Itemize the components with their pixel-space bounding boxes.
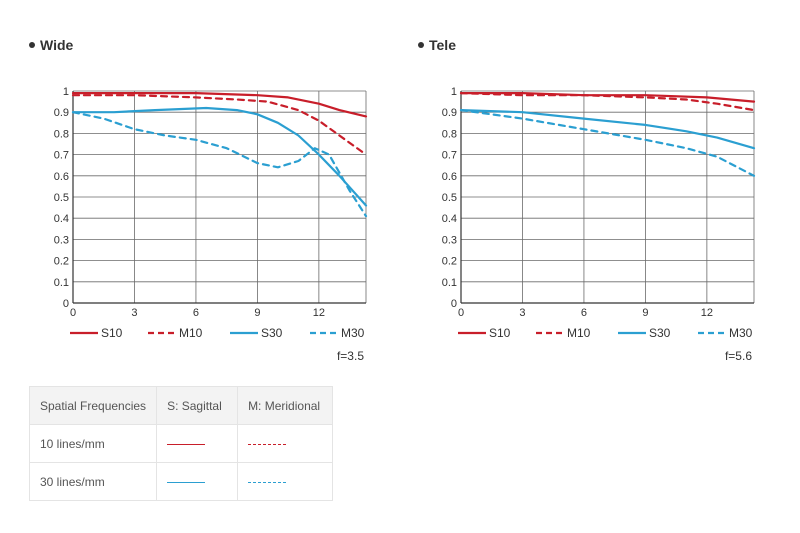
y-tick-label: 0.9 (54, 107, 69, 119)
row-label-30: 30 lines/mm (28, 462, 158, 501)
x-tick-label: 9 (254, 307, 260, 319)
y-tick-label: 0.9 (442, 107, 457, 119)
sagittal-10-swatch (156, 424, 239, 463)
sagittal-30-swatch (156, 462, 239, 501)
series-line-s10 (71, 91, 368, 118)
y-tick-label: 0.7 (442, 150, 457, 162)
series-line-m10 (459, 91, 756, 112)
x-tick-label: 6 (193, 307, 199, 319)
series-line-m30 (71, 111, 368, 218)
y-tick-label: 0.4 (54, 213, 69, 225)
dashed-line-swatch (248, 481, 287, 483)
y-tick-label: 0.5 (54, 192, 69, 204)
table-header-row: Spatial Frequencies S: Sagittal M: Merid… (28, 386, 334, 425)
meridional-10-swatch (237, 424, 334, 463)
chart-title: Wide (40, 37, 74, 53)
y-tick-label: 0.2 (54, 256, 69, 268)
series-line-m30 (459, 108, 756, 177)
y-tick-label: 0.1 (54, 277, 69, 289)
legend-label-s30: S30 (261, 326, 283, 340)
y-tick-label: 0.3 (442, 234, 457, 246)
y-tick-label: 0.3 (54, 234, 69, 246)
spatial-frequency-table: Spatial Frequencies S: Sagittal M: Merid… (28, 386, 334, 501)
chart-title: Tele (429, 37, 456, 53)
series-line-s30 (71, 106, 368, 207)
aperture-label: f=5.6 (725, 349, 752, 363)
y-tick-label: 0.5 (442, 192, 457, 204)
y-tick-label: 0.8 (442, 128, 457, 140)
legend-label-m30: M30 (341, 326, 365, 340)
legend-label-m30: M30 (729, 326, 753, 340)
header-spatial-frequencies: Spatial Frequencies (28, 386, 158, 425)
series-line-m10 (71, 94, 368, 156)
x-tick-label: 12 (313, 307, 325, 319)
y-tick-label: 0 (451, 298, 457, 310)
series-line-s30 (459, 108, 756, 150)
y-tick-label: 0 (63, 298, 69, 310)
aperture-label: f=3.5 (337, 349, 364, 363)
dashed-line-swatch (248, 443, 287, 445)
meridional-30-swatch (237, 462, 334, 501)
legend-label-s30: S30 (649, 326, 671, 340)
y-tick-label: 0.4 (442, 213, 457, 225)
row-label-10: 10 lines/mm (28, 424, 158, 463)
tele-chart: Tele 0 0.1 0.2 0.3 0.4 0.5 0.6 0.7 0.8 0.9 1 0 3 6 9 12 S… (418, 37, 756, 363)
x-tick-label: 3 (519, 307, 525, 319)
x-tick-label: 3 (131, 307, 137, 319)
y-tick-label: 0.8 (54, 128, 69, 140)
table-row: 10 lines/mm (28, 424, 334, 463)
x-tick-label: 12 (701, 307, 713, 319)
y-tick-label: 0.7 (54, 150, 69, 162)
legend-label-s10: S10 (101, 326, 123, 340)
y-tick-label: 0.2 (442, 256, 457, 268)
y-tick-label: 0.6 (442, 171, 457, 183)
y-tick-label: 1 (451, 86, 457, 98)
solid-line-swatch (167, 443, 206, 445)
y-tick-label: 0.6 (54, 171, 69, 183)
series-line-s10 (459, 91, 756, 103)
header-meridional: M: Meridional (237, 386, 334, 425)
header-sagittal: S: Sagittal (156, 386, 239, 425)
solid-line-swatch (167, 481, 206, 483)
legend-label-m10: M10 (567, 326, 591, 340)
legend-label-s10: S10 (489, 326, 511, 340)
legend-label-m10: M10 (179, 326, 203, 340)
title-bullet-icon (418, 42, 424, 48)
title-bullet-icon (29, 42, 35, 48)
y-tick-label: 0.1 (442, 277, 457, 289)
x-tick-label: 0 (458, 307, 464, 319)
x-tick-label: 6 (581, 307, 587, 319)
table-row: 30 lines/mm (28, 462, 334, 501)
wide-chart: Wide 0 0.1 0.2 0.3 0.4 0.5 0.6 0.7 0.8 0.9 1 0 3 6 9 12 S… (29, 37, 368, 363)
x-tick-label: 0 (70, 307, 76, 319)
y-tick-label: 1 (63, 86, 69, 98)
x-tick-label: 9 (642, 307, 648, 319)
